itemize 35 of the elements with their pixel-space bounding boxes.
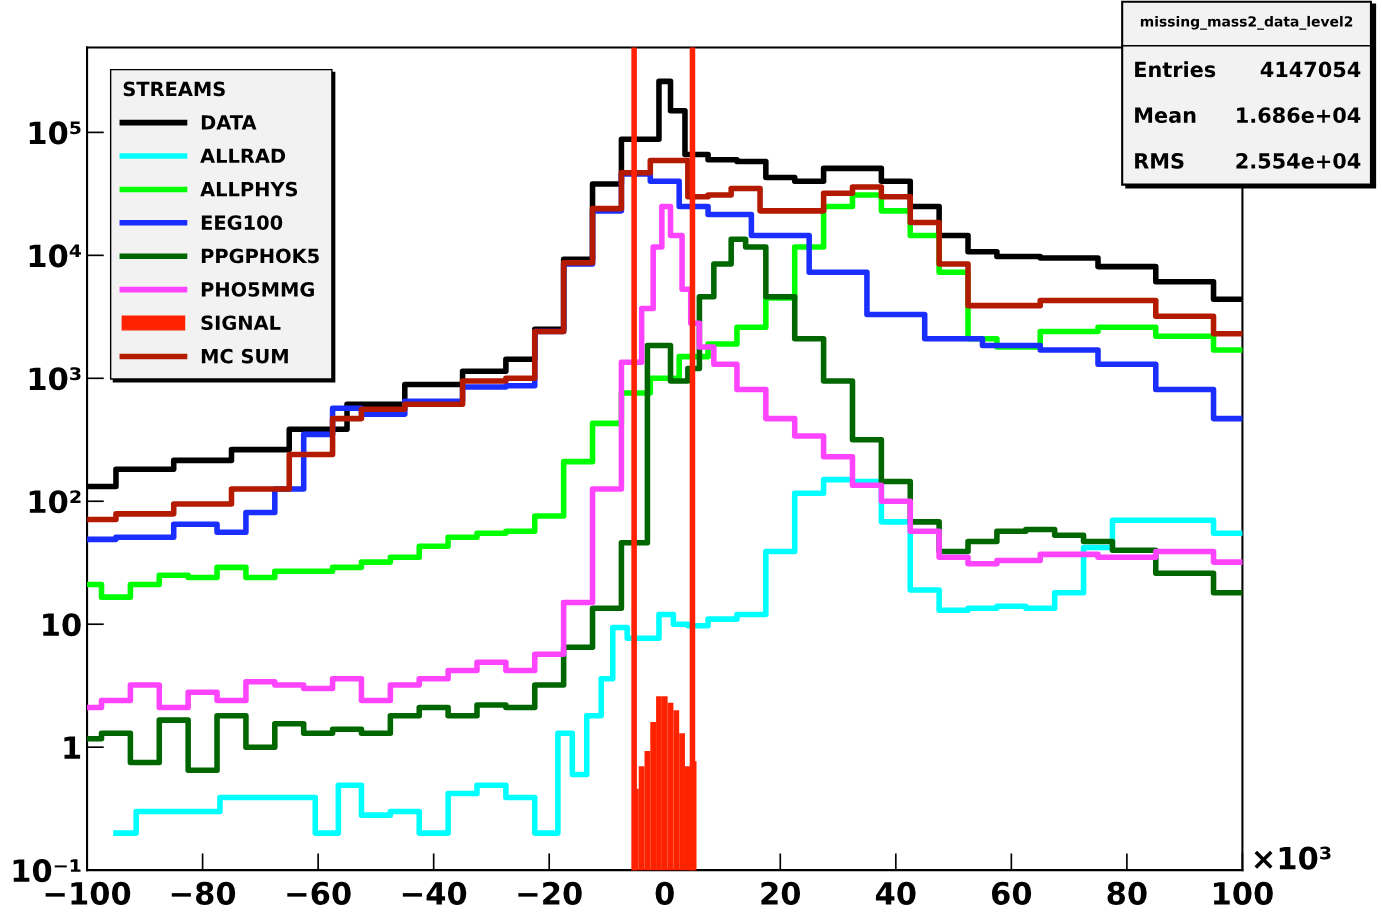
annotation: Mean: [1135, 107, 1196, 124]
x-tick-label: −100: [45, 881, 131, 905]
legend-label: ALLPHYS: [200, 181, 298, 197]
x-tick-label: −80: [171, 881, 236, 905]
legend-label: EEG100: [201, 215, 283, 230]
y-tick-label: 10²: [29, 490, 81, 514]
y-tick-label: 10: [43, 613, 81, 637]
legend-label: MC SUM: [201, 348, 288, 364]
annotation: Entries: [1135, 61, 1216, 78]
x-tick-label: −60: [287, 881, 351, 905]
annotation: 2.554e+04: [1236, 152, 1361, 169]
y-tick-label: 10⁴: [29, 244, 81, 268]
y-tick-label: 1: [64, 736, 81, 759]
text: missing_mass2_data_level2: [1140, 15, 1353, 30]
text: 4147054: [1260, 61, 1361, 78]
legend-label: SIGNAL: [201, 315, 281, 331]
x-tick-label: 40: [875, 881, 916, 905]
annotation: RMS: [1135, 152, 1184, 169]
text: ×10³: [1254, 846, 1331, 870]
x-tick-label: −20: [518, 881, 582, 905]
x-tick-label: 0: [655, 881, 674, 905]
x-tick-label: 80: [1107, 881, 1147, 905]
legend-label: ALLRAD: [200, 148, 286, 163]
legend-label: PPGPHOK5: [201, 248, 319, 264]
y-tick-label: 10⁻¹: [13, 859, 81, 883]
annotation: 1.686e+04: [1237, 107, 1361, 124]
y-tick-label: 10⁵: [29, 121, 81, 145]
legend-title: STREAMS: [123, 81, 225, 97]
y-tick-label: 10³: [29, 367, 81, 391]
x-tick-label: 100: [1213, 881, 1273, 905]
legend-label: PHO5MMG: [201, 282, 314, 297]
x-tick-label: −40: [402, 881, 467, 905]
x-tick-label: 60: [991, 881, 1032, 905]
x-tick-label: 20: [761, 881, 801, 905]
legend-label: DATA: [201, 115, 257, 130]
